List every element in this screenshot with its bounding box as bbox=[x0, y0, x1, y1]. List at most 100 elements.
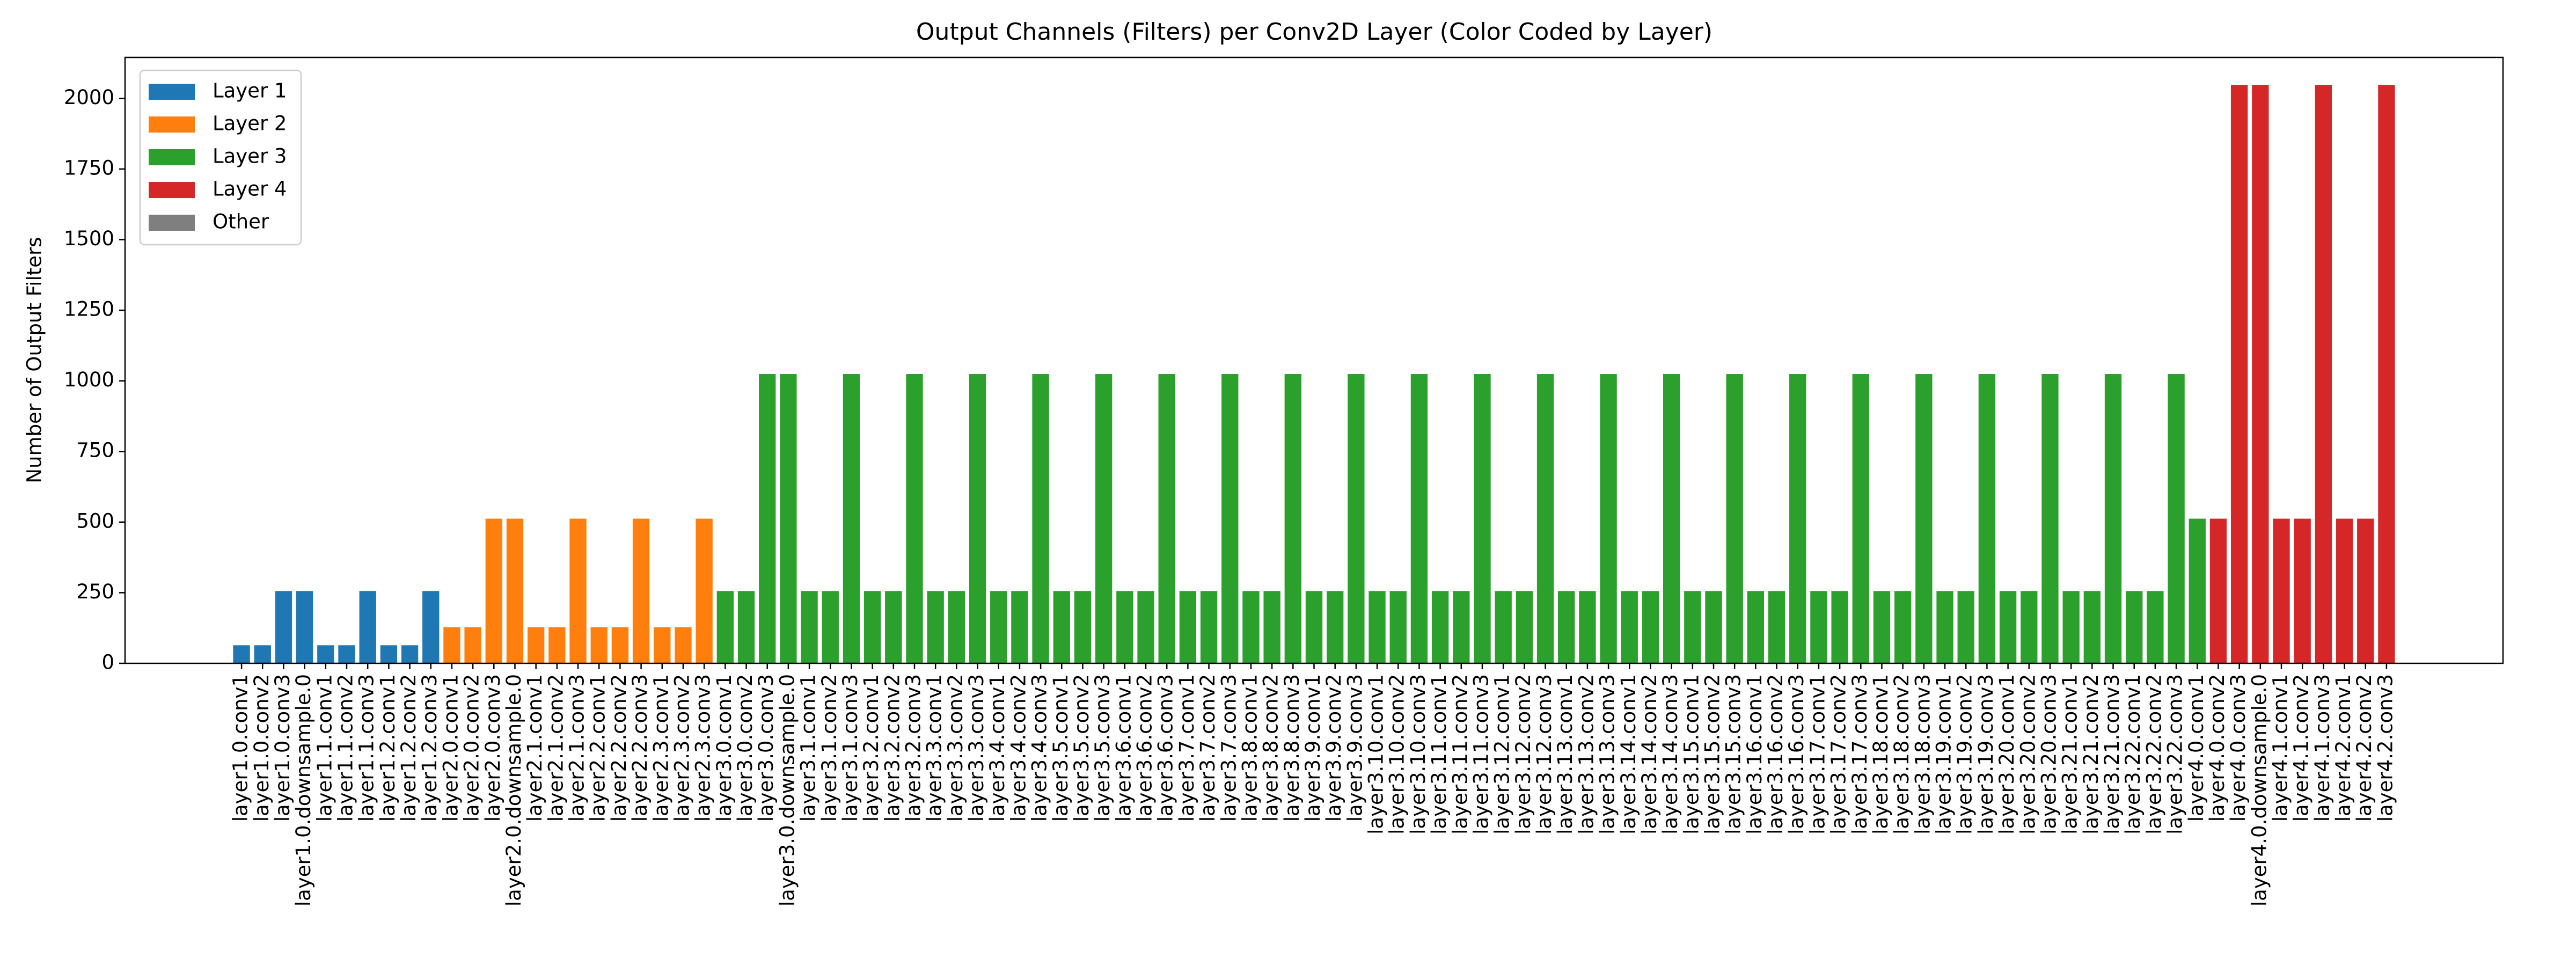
bar bbox=[485, 518, 502, 663]
bar bbox=[1516, 591, 1533, 663]
bar bbox=[990, 591, 1007, 663]
bar bbox=[401, 645, 419, 663]
x-tick-label: layer1.1.conv2 bbox=[334, 674, 357, 822]
bar bbox=[2252, 85, 2269, 663]
x-tick-label: layer3.21.conv1 bbox=[2059, 674, 2082, 835]
x-tick-label: layer3.16.conv3 bbox=[1785, 674, 1808, 835]
bar bbox=[2230, 85, 2248, 663]
x-tick-label: layer3.5.conv3 bbox=[1091, 674, 1114, 822]
bar bbox=[1284, 374, 1301, 663]
x-tick-label: layer3.14.conv1 bbox=[1617, 674, 1640, 835]
x-tick-label: layer3.9.conv2 bbox=[1322, 674, 1345, 822]
bar bbox=[2336, 518, 2353, 663]
x-tick-label: layer3.13.conv2 bbox=[1575, 674, 1598, 835]
x-tick-label: layer2.2.conv2 bbox=[608, 674, 631, 822]
x-tick-label: layer1.0.conv2 bbox=[250, 674, 273, 822]
x-tick-label: layer3.3.conv1 bbox=[923, 674, 946, 822]
x-tick-label: layer3.1.conv3 bbox=[839, 674, 862, 822]
bar bbox=[1726, 374, 1743, 663]
y-tick-label: 1500 bbox=[64, 227, 114, 250]
bar bbox=[233, 645, 250, 663]
x-tick-label: layer2.0.conv1 bbox=[439, 674, 462, 822]
bar bbox=[2315, 85, 2332, 663]
bar bbox=[1789, 374, 1806, 663]
bar bbox=[654, 627, 671, 663]
x-tick-label: layer3.20.conv2 bbox=[2016, 674, 2039, 835]
x-tick-label: layer3.6.conv2 bbox=[1133, 674, 1157, 822]
legend-frame bbox=[139, 69, 302, 246]
x-tick-label: layer3.19.conv2 bbox=[1953, 674, 1977, 835]
bar bbox=[1894, 591, 1912, 663]
y-axis-label: Number of Output Filters bbox=[23, 237, 46, 483]
x-tick-label: layer2.2.conv3 bbox=[628, 674, 652, 822]
y-tick-label: 750 bbox=[76, 439, 114, 462]
x-tick-label: layer3.13.conv1 bbox=[1554, 674, 1577, 835]
bar bbox=[2104, 374, 2122, 663]
bar bbox=[1936, 591, 1953, 663]
bar bbox=[1348, 374, 1365, 663]
bar bbox=[2126, 591, 2143, 663]
x-tick-label: layer3.14.conv2 bbox=[1638, 674, 1661, 835]
x-tick-label: layer3.3.conv2 bbox=[944, 674, 967, 822]
bar bbox=[1431, 591, 1449, 663]
x-tick-label: layer3.15.conv2 bbox=[1701, 674, 1724, 835]
x-tick-label: layer2.0.conv2 bbox=[460, 674, 484, 822]
bar bbox=[1095, 374, 1113, 663]
y-tick-label: 1750 bbox=[64, 156, 114, 179]
bar bbox=[275, 591, 292, 663]
bar bbox=[1116, 591, 1133, 663]
legend-swatch bbox=[149, 84, 195, 100]
x-tick-label: layer3.10.conv2 bbox=[1386, 674, 1409, 835]
x-tick-label: layer2.3.conv2 bbox=[670, 674, 693, 822]
x-tick-label: layer1.0.conv1 bbox=[229, 674, 252, 822]
x-tick-label: layer3.22.conv2 bbox=[2142, 674, 2165, 835]
bar bbox=[822, 591, 839, 663]
x-tick-label: layer3.8.conv2 bbox=[1260, 674, 1283, 822]
x-tick-label: layer3.4.conv2 bbox=[1007, 674, 1030, 822]
bar bbox=[422, 591, 440, 663]
bar bbox=[969, 374, 986, 663]
bar bbox=[2357, 518, 2374, 663]
x-tick-label: layer3.10.conv3 bbox=[1407, 674, 1430, 835]
bar bbox=[2147, 591, 2164, 663]
x-tick-label: layer3.19.conv1 bbox=[1933, 674, 1956, 835]
x-tick-label: layer3.15.conv1 bbox=[1680, 674, 1703, 835]
legend-label: Layer 1 bbox=[213, 79, 287, 103]
x-tick-label: layer2.1.conv1 bbox=[523, 674, 546, 822]
bar bbox=[548, 627, 566, 663]
x-tick-label: layer4.2.conv1 bbox=[2332, 674, 2355, 822]
plot-frame bbox=[124, 56, 2504, 664]
bar bbox=[1999, 591, 2017, 663]
bar bbox=[801, 591, 818, 663]
x-tick-label: layer3.2.conv2 bbox=[881, 674, 904, 822]
bar bbox=[2189, 518, 2206, 663]
x-tick-label: layer3.9.conv3 bbox=[1343, 674, 1366, 822]
x-tick-label: layer3.5.conv2 bbox=[1070, 674, 1093, 822]
bar bbox=[338, 645, 355, 663]
legend-label: Layer 2 bbox=[213, 112, 287, 135]
y-tick-label: 2000 bbox=[64, 86, 114, 109]
bar bbox=[2083, 591, 2101, 663]
bar bbox=[1536, 374, 1554, 663]
bar bbox=[1705, 591, 1722, 663]
bar bbox=[1810, 591, 1827, 663]
x-tick-label: layer3.18.conv3 bbox=[1911, 674, 1934, 835]
x-tick-label: layer1.1.conv3 bbox=[355, 674, 378, 822]
bar bbox=[1305, 591, 1323, 663]
bar bbox=[1915, 374, 1933, 663]
bar bbox=[927, 591, 944, 663]
bar bbox=[1873, 591, 1891, 663]
x-tick-label: layer1.2.conv3 bbox=[418, 674, 441, 822]
x-tick-label: layer2.3.conv3 bbox=[692, 674, 715, 822]
x-tick-label: layer3.7.conv1 bbox=[1175, 674, 1198, 822]
bar bbox=[1579, 591, 1596, 663]
bar bbox=[1558, 591, 1575, 663]
bar bbox=[2168, 374, 2185, 663]
bar bbox=[506, 518, 524, 663]
bar bbox=[527, 627, 545, 663]
x-tick-label: layer3.4.conv3 bbox=[1028, 674, 1051, 822]
bar bbox=[1663, 374, 1680, 663]
x-tick-label: layer3.0.conv2 bbox=[734, 674, 757, 822]
x-tick-label: layer3.20.conv3 bbox=[2037, 674, 2060, 835]
bar bbox=[1389, 591, 1407, 663]
